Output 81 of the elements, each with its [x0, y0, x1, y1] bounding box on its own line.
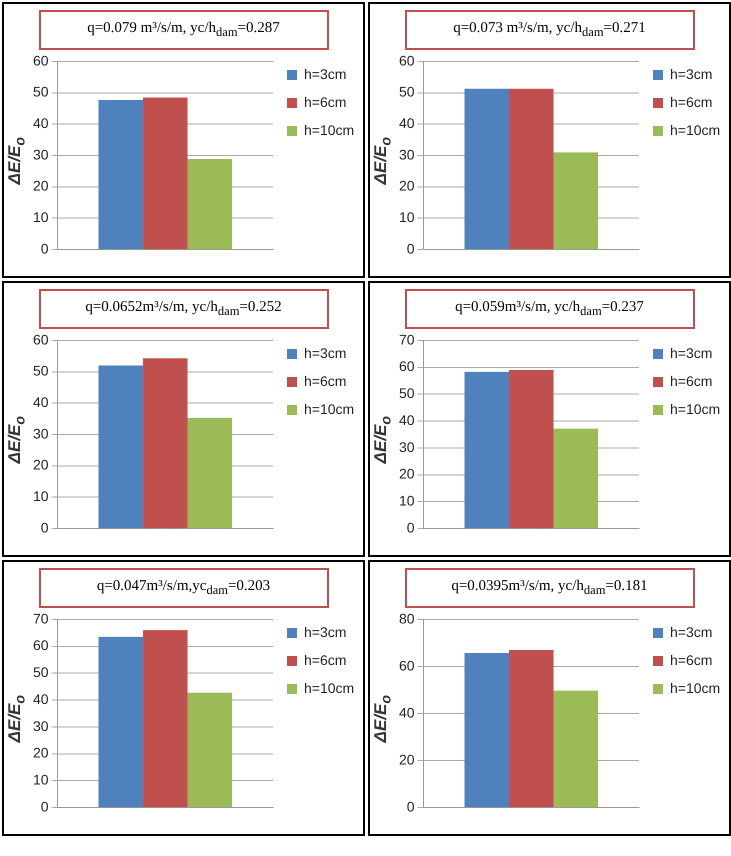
y-tick-label: 0 — [40, 798, 49, 814]
y-tick-label: 40 — [398, 704, 415, 720]
chart-title: q=0.073 m³/s/m, yc/h$_{dam}$=0.271 — [404, 10, 694, 50]
y-tick-label: 50 — [32, 84, 49, 100]
y-tick-label: 0 — [40, 519, 49, 536]
legend-label: h=10cm — [670, 680, 720, 696]
y-tick-label: 20 — [32, 178, 49, 194]
y-tick-label: 60 — [398, 52, 415, 68]
bar — [98, 636, 144, 808]
y-tick-label: 60 — [398, 358, 415, 374]
bar — [554, 690, 598, 808]
y-tick-label: 0 — [40, 240, 49, 256]
legend-label: h=6cm — [670, 94, 712, 110]
y-tick-label: 50 — [398, 385, 415, 402]
legend-label: h=10cm — [304, 400, 354, 417]
legend-label: h=6cm — [304, 94, 346, 110]
y-tick-label: 40 — [398, 412, 415, 428]
bar — [98, 100, 144, 250]
legend-label: h=6cm — [670, 372, 712, 389]
bar — [143, 630, 188, 808]
y-tick-label: 40 — [32, 690, 49, 707]
y-tick-label: 10 — [32, 209, 49, 226]
y-tick-label: 20 — [398, 751, 415, 768]
y-tick-label: 10 — [398, 209, 415, 226]
y-tick-label: 0 — [406, 798, 415, 814]
bar — [464, 372, 510, 528]
bar — [143, 97, 188, 250]
bar — [464, 653, 510, 808]
y-tick-label: 60 — [32, 331, 49, 348]
bar — [509, 650, 554, 808]
y-tick-label: 30 — [32, 146, 49, 162]
legend-label: h=3cm — [304, 344, 346, 361]
bar — [143, 358, 188, 528]
y-tick-label: 20 — [398, 466, 415, 482]
y-tick-label: 80 — [398, 610, 415, 626]
bar — [98, 365, 144, 528]
bar — [509, 370, 554, 528]
chart-title: q=0.059m³/s/m, yc/h$_{dam}$=0.237 — [404, 289, 694, 329]
legend-label: h=10cm — [670, 122, 720, 138]
chart-title: q=0.047m³/s/m,yc$_{dam}$=0.203 — [38, 568, 328, 608]
legend-label: h=3cm — [670, 624, 712, 640]
chart-title: q=0.0652m³/s/m, yc/h$_{dam}$=0.252 — [38, 289, 328, 329]
y-tick-label: 20 — [32, 456, 49, 473]
chart-title: q=0.0395m³/s/m, yc/h$_{dam}$=0.181 — [404, 568, 694, 608]
chart-title: q=0.079 m³/s/m, yc/h$_{dam}$=0.287 — [38, 10, 328, 50]
legend-label: h=3cm — [670, 66, 712, 82]
legend-label: h=3cm — [304, 624, 346, 640]
y-tick-label: 40 — [398, 114, 415, 131]
y-tick-label: 30 — [398, 146, 415, 162]
legend-label: h=6cm — [304, 652, 346, 668]
legend-label: h=6cm — [304, 372, 346, 389]
y-tick-label: 70 — [398, 331, 415, 348]
y-tick-label: 10 — [398, 492, 415, 509]
y-tick-label: 50 — [398, 84, 415, 100]
y-tick-label: 10 — [32, 488, 49, 504]
bar — [188, 692, 232, 808]
y-tick-label: 30 — [398, 438, 415, 455]
y-tick-label: 10 — [32, 772, 49, 788]
y-tick-label: 0 — [406, 519, 415, 536]
y-tick-label: 60 — [32, 637, 49, 654]
y-tick-label: 70 — [32, 610, 49, 626]
y-tick-label: 40 — [32, 394, 49, 410]
y-tick-label: 50 — [32, 664, 49, 680]
bar — [554, 428, 598, 528]
legend-label: h=10cm — [670, 400, 720, 417]
y-tick-label: 20 — [398, 178, 415, 194]
y-tick-label: 30 — [32, 425, 49, 442]
y-tick-label: 60 — [32, 52, 49, 68]
y-tick-label: 20 — [32, 744, 49, 761]
y-tick-label: 0 — [406, 240, 415, 256]
legend-label: h=3cm — [304, 66, 346, 82]
y-tick-label: 50 — [32, 362, 49, 379]
y-tick-label: 40 — [32, 114, 49, 131]
y-tick-label: 60 — [398, 657, 415, 674]
legend-label: h=10cm — [304, 680, 354, 696]
legend-label: h=3cm — [670, 344, 712, 361]
legend-label: h=10cm — [304, 122, 354, 138]
y-tick-label: 30 — [32, 718, 49, 734]
legend-label: h=6cm — [670, 652, 712, 668]
bar — [188, 418, 232, 528]
bar — [188, 158, 232, 250]
